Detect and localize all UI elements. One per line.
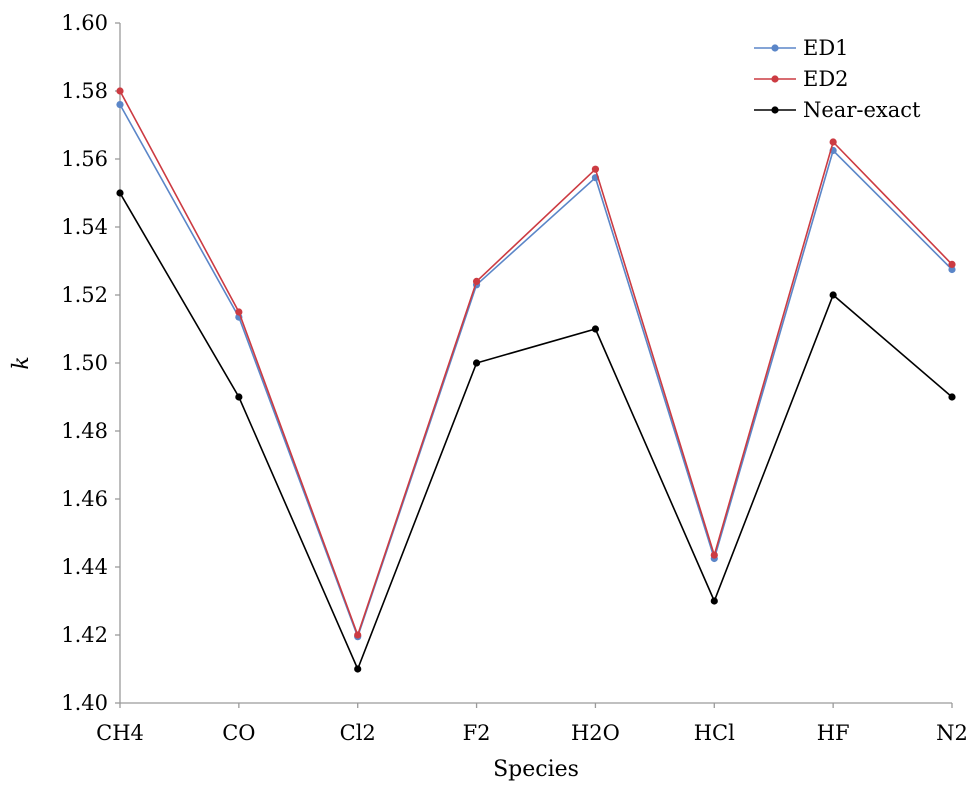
data-point xyxy=(116,101,124,109)
data-point xyxy=(235,308,243,316)
x-axis-title: Species xyxy=(493,757,579,782)
series-line xyxy=(119,192,953,672)
data-point xyxy=(235,393,243,401)
x-ticks: CH4 CO Cl2 F2 H2O HCl HF N2 xyxy=(96,703,968,745)
series-ed2 xyxy=(116,87,956,639)
legend: ED1 ED2 Near-exact xyxy=(754,36,921,122)
data-point xyxy=(591,165,600,173)
axes xyxy=(119,23,952,704)
legend-marker xyxy=(771,106,779,114)
data-point xyxy=(472,359,481,367)
y-ticks: 1.40 1.42 1.44 1.46 1.48 1.50 1.52 1.54 1.56 1.58… xyxy=(61,11,120,715)
y-tick-label: 1.50 xyxy=(61,351,108,375)
legend-label: Near-exact xyxy=(803,98,921,122)
y-tick-label: 1.58 xyxy=(61,79,108,103)
y-tick-label: 1.60 xyxy=(61,11,108,35)
y-tick-label: 1.52 xyxy=(61,283,108,307)
data-point xyxy=(948,260,956,268)
data-point xyxy=(354,665,362,673)
x-tick-label: HCl xyxy=(694,721,735,745)
x-tick-label: H2O xyxy=(571,721,620,745)
x-tick-label: Cl2 xyxy=(340,721,376,745)
legend-label: ED1 xyxy=(803,36,849,60)
legend-item: ED2 xyxy=(754,67,849,91)
legend-marker xyxy=(771,44,779,52)
y-tick-label: 1.42 xyxy=(61,623,108,647)
legend-item: Near-exact xyxy=(754,98,921,122)
legend-marker xyxy=(771,75,779,83)
y-tick-label: 1.44 xyxy=(61,555,108,579)
x-tick-label: HF xyxy=(817,721,850,745)
y-tick-label: 1.48 xyxy=(61,419,108,443)
data-point xyxy=(710,551,718,559)
legend-label: ED2 xyxy=(803,67,849,91)
data-point xyxy=(116,189,124,197)
series-line xyxy=(119,104,953,640)
series-layer xyxy=(116,87,956,673)
data-point xyxy=(591,325,600,333)
y-axis-title: k xyxy=(9,356,34,369)
data-point xyxy=(948,393,956,401)
data-point xyxy=(948,265,956,274)
y-tick-label: 1.56 xyxy=(61,147,108,171)
data-point xyxy=(829,138,837,146)
x-tick-label: CH4 xyxy=(96,721,144,745)
x-tick-label: N2 xyxy=(936,721,968,745)
series-line xyxy=(119,90,953,638)
x-tick-label: F2 xyxy=(463,721,491,745)
data-point xyxy=(116,87,124,95)
data-point xyxy=(354,631,362,639)
data-point xyxy=(472,277,481,285)
x-tick-label: CO xyxy=(222,721,255,745)
y-tick-label: 1.46 xyxy=(61,487,108,511)
series-near-exact xyxy=(116,189,956,673)
y-tick-label: 1.54 xyxy=(61,215,108,239)
data-point xyxy=(710,597,718,605)
legend-item: ED1 xyxy=(754,36,849,60)
data-point xyxy=(829,291,837,299)
series-ed1 xyxy=(116,101,956,641)
y-tick-label: 1.40 xyxy=(61,691,108,715)
